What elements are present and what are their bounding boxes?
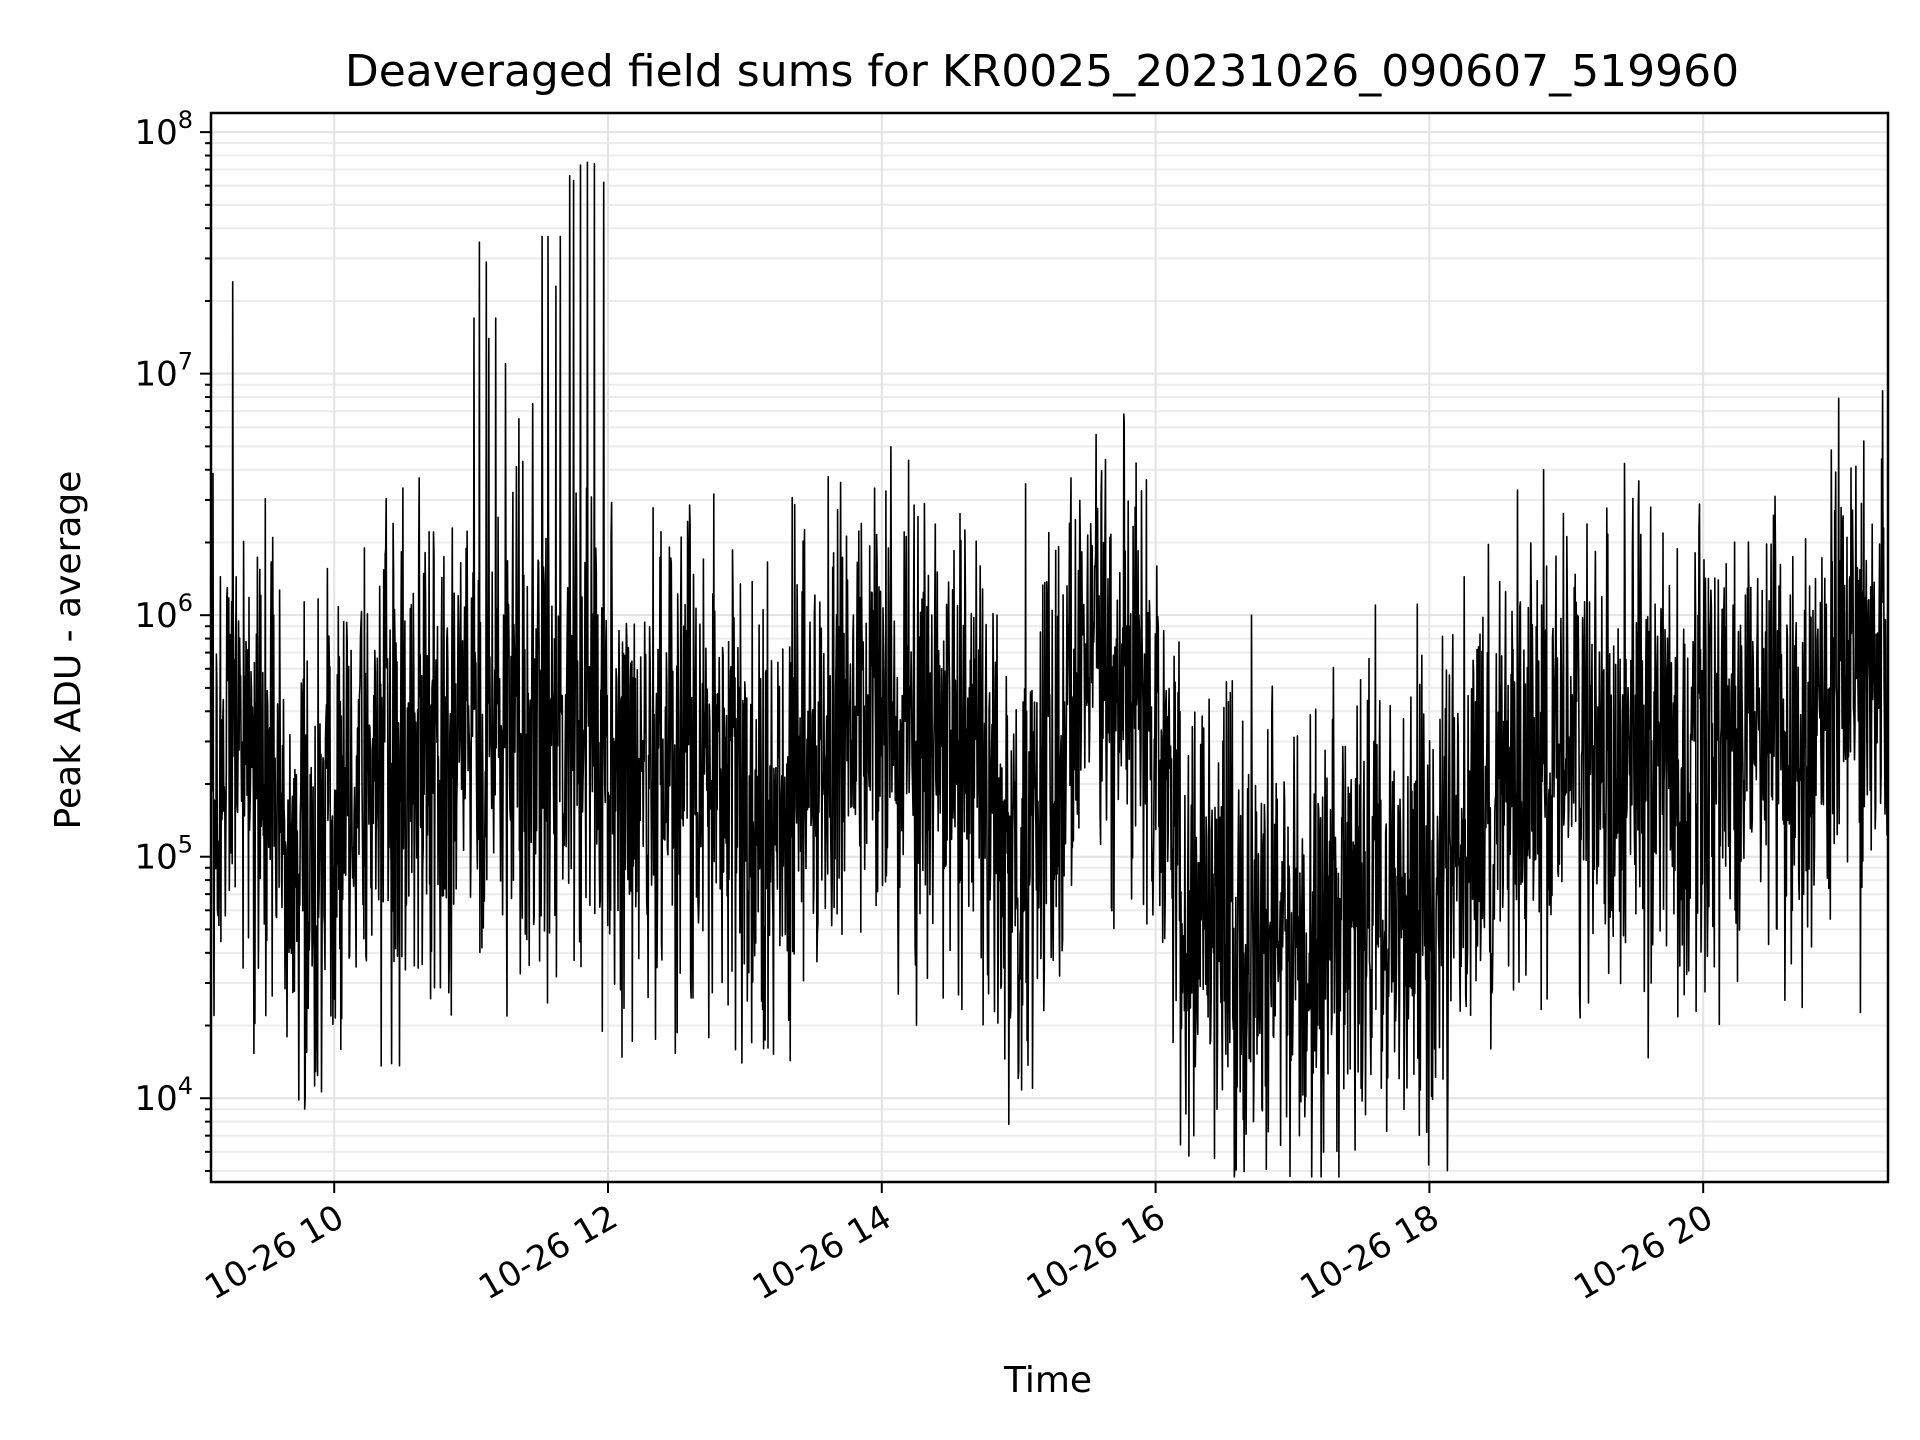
series-line	[210, 161, 1889, 1178]
x-tick-label: 10-26 16	[1020, 1197, 1172, 1308]
x-tick-label: 10-26 12	[472, 1197, 624, 1308]
x-tick-label: 10-26 10	[198, 1197, 350, 1308]
y-tick-label: 107	[134, 348, 193, 395]
x-tick-label: 10-26 18	[1293, 1197, 1445, 1308]
y-tick-label: 105	[134, 831, 193, 878]
y-tick-label: 108	[134, 106, 193, 153]
y-axis-label: Peak ADU - average	[48, 471, 89, 830]
y-tick-label: 106	[134, 589, 193, 636]
y-axis: 104 105 106 107 108	[134, 106, 211, 1172]
plot-area	[210, 161, 1889, 1178]
x-tick-label: 10-26 14	[746, 1197, 898, 1308]
chart-title: Deaveraged field sums for KR0025_2023102…	[345, 46, 1739, 97]
x-axis-label: Time	[1003, 1360, 1092, 1401]
x-axis: 10-26 10 10-26 12 10-26 14 10-26 16 10-26 18…	[198, 1182, 1720, 1308]
y-tick-label: 104	[134, 1072, 193, 1119]
plot-frame	[209, 111, 1890, 1184]
x-tick-label: 10-26 20	[1567, 1197, 1719, 1308]
